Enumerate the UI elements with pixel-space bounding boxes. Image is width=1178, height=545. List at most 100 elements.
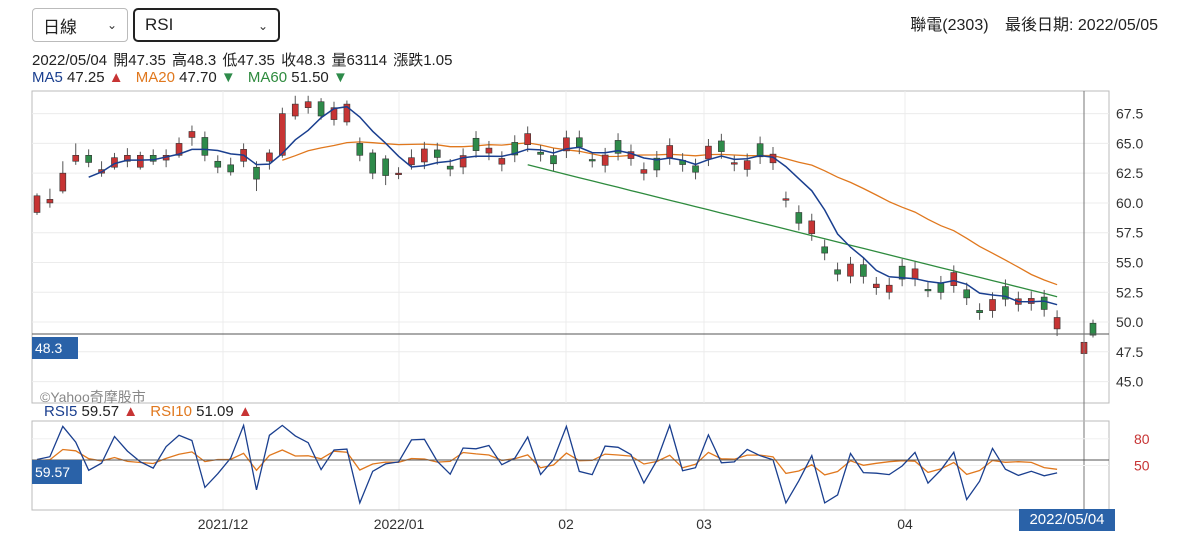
candle-body [666, 145, 674, 158]
candle-body [446, 165, 454, 170]
candle-body [563, 137, 570, 152]
ma-legend: MA5 47.25 ▲ MA20 47.70 ▼ MA60 51.50 ▼ [32, 69, 356, 86]
price-panel-frame [31, 90, 1110, 404]
date-label: 2021/12 [198, 516, 249, 532]
candle-body [1089, 322, 1097, 336]
candle-body [124, 155, 131, 162]
candle-body [524, 133, 531, 145]
price-tag: 48.3 [32, 337, 78, 359]
rsi10-value: 51.09 [196, 403, 234, 420]
candle-body [576, 137, 583, 148]
indicator-select[interactable]: RSI ⌄ [133, 8, 280, 42]
price-tick-label: 52.5 [1116, 284, 1143, 300]
candle-body [330, 107, 338, 120]
candle-body [175, 143, 183, 156]
rsi10-series [36, 448, 1058, 476]
ma60-value: 51.50 [291, 69, 329, 86]
candle-body [873, 283, 880, 288]
period-select[interactable]: 日線 ⌄ [32, 8, 128, 42]
candle-body [924, 289, 932, 292]
candle-body [382, 158, 389, 176]
rsi-legend: RSI5 59.57 ▲ RSI10 51.09 ▲ [44, 403, 261, 420]
candle-body [808, 220, 816, 234]
candle-body [834, 269, 841, 275]
quote-open: 開47.35 [113, 52, 166, 69]
quote-high: 高48.3 [171, 52, 217, 69]
ma60-legend: MA60 51.50 ▼ [248, 69, 348, 86]
ma60-series [527, 164, 1058, 298]
candle-body [485, 147, 493, 154]
candle-body [1002, 286, 1009, 300]
chevron-down-icon: ⌄ [106, 18, 117, 32]
ma20-value: 47.70 [179, 69, 217, 86]
candle-body [149, 155, 157, 162]
up-arrow-icon: ▲ [237, 403, 253, 420]
rsi-tick-label: 50 [1134, 458, 1150, 474]
date-tag: 2022/05/04 [1019, 509, 1115, 531]
rsi5-value: 59.57 [81, 403, 120, 420]
candle-body [395, 172, 402, 175]
candle-body [137, 155, 144, 168]
candle-body [588, 159, 596, 162]
ma5-value: 47.25 [67, 69, 105, 86]
down-arrow-icon: ▼ [220, 69, 236, 86]
rsi10-legend: RSI10 51.09 ▲ [150, 403, 252, 420]
candle-body [279, 113, 286, 156]
candle-body [782, 198, 790, 201]
candle-body [511, 142, 519, 156]
candle-body [847, 263, 854, 277]
candlestick-series [33, 95, 1097, 356]
candle-body [46, 199, 54, 204]
price-tick-label: 60.0 [1116, 195, 1143, 211]
candle-body [266, 152, 273, 162]
candle-body [408, 157, 415, 166]
ma20-label: MA20 [135, 69, 175, 86]
period-select-value: 日線 [43, 17, 77, 37]
price-tick-label: 57.5 [1116, 225, 1143, 241]
price-tick-label: 45.0 [1116, 374, 1143, 390]
ma5-legend: MA5 47.25 ▲ [32, 69, 128, 86]
rsi5-legend: RSI5 59.57 ▲ [44, 403, 142, 420]
ma5-series [88, 105, 1058, 306]
ma5-label: MA5 [32, 69, 63, 86]
stock-name: 聯電(2303) [910, 17, 989, 34]
price-tick-label: 50.0 [1116, 314, 1143, 330]
candle-body [343, 103, 351, 123]
rsi10-line [36, 448, 1058, 476]
candle-body [640, 169, 648, 174]
candle-body [950, 272, 958, 286]
quote-date: 2022/05/04 [32, 52, 108, 69]
candle-body [692, 165, 699, 173]
watermark: ©Yahoo奇摩股市 [40, 389, 146, 405]
candle-body [356, 143, 364, 156]
candle-body [885, 284, 893, 293]
rsi-tick-label: 80 [1134, 431, 1150, 447]
candle-body [1053, 317, 1061, 330]
candle-body [201, 137, 209, 156]
date-label: 04 [897, 516, 913, 532]
candle-body [253, 166, 260, 180]
candle-body [227, 164, 234, 173]
stock-info: 聯電(2303) 最後日期: 2022/05/05 [898, 11, 1158, 35]
rsi5-series [36, 423, 1058, 506]
candle-body [537, 151, 544, 155]
last-date: 最後日期: 2022/05/05 [1005, 17, 1158, 34]
price-axis: 67.5 65.0 62.5 60.0 57.5 55.0 52.5 50.0 47.5 45.0 [1116, 106, 1143, 390]
candle-body [898, 265, 906, 280]
candle-body [976, 310, 983, 313]
quote-change: 漲跌1.05 [393, 52, 453, 69]
candle-body [795, 212, 803, 224]
up-arrow-icon: ▲ [108, 69, 124, 86]
ma60-line [527, 164, 1058, 298]
candle-body [304, 101, 312, 108]
price-tick-label: 47.5 [1116, 344, 1143, 360]
candle-body [188, 131, 196, 138]
candle-body [317, 101, 325, 117]
candle-body [614, 140, 622, 154]
price-tick-label: 65.0 [1116, 135, 1143, 151]
candle-body [601, 154, 609, 166]
date-label: 02 [558, 516, 574, 532]
price-tick-label: 67.5 [1116, 106, 1143, 122]
quote-low: 低47.35 [222, 52, 275, 69]
